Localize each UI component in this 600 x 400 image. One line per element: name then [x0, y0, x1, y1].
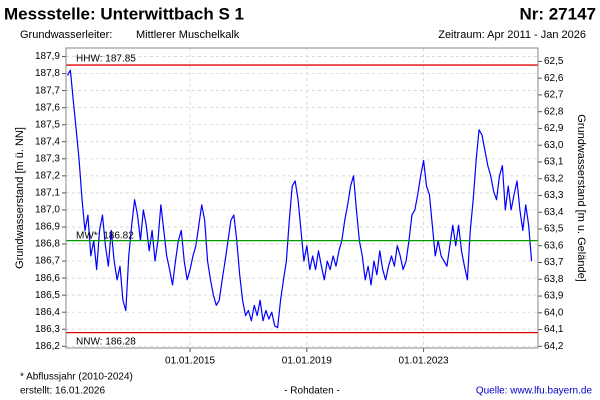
data-line: [66, 69, 533, 329]
y-tick-label: 187,5: [35, 119, 60, 130]
footnote: * Abflussjahr (2010-2024): [20, 372, 133, 383]
y2-tick-label: 62,8: [544, 106, 564, 117]
y2-tick-label: 64,1: [544, 324, 564, 335]
aquifer-label: Grundwasserleiter:: [20, 29, 112, 41]
y-tick-label: 187,1: [35, 188, 60, 199]
y-tick-label: 187,4: [35, 136, 60, 147]
reference-label: NNW: 186.28: [76, 336, 136, 347]
x-tick-label: 01.01.2019: [282, 356, 332, 367]
data-kind: - Rohdaten -: [284, 386, 340, 397]
x-tick-label: 01.01.2023: [399, 356, 449, 367]
station-number: Nr: 27147: [519, 4, 596, 23]
chart-title: Messstelle: Unterwittbach S 1: [4, 4, 244, 23]
y2-tick-label: 64,2: [544, 341, 564, 352]
y2-tick-label: 63,6: [544, 240, 564, 251]
y2-tick-label: 63,7: [544, 257, 564, 268]
y-tick-label: 187,3: [35, 153, 60, 164]
plot-area: [66, 48, 538, 348]
y2-tick-label: 62,7: [544, 90, 564, 101]
y-tick-label: 187,8: [35, 68, 60, 79]
plot-border: [65, 47, 539, 349]
reference-label: MW*: 186.82: [76, 230, 134, 241]
y-tick-label: 187,7: [35, 85, 60, 96]
y2-tick-label: 63,3: [544, 190, 564, 201]
y-axis-label: Grundwasserstand [m ü. NN]: [14, 127, 26, 269]
y2-tick-label: 62,6: [544, 73, 564, 84]
x-tick-label: 01.01.2015: [165, 356, 215, 367]
y-tick-label: 187,6: [35, 102, 60, 113]
y2-tick-label: 63,2: [544, 173, 564, 184]
y-tick-label: 186,6: [35, 273, 60, 284]
y2-tick-label: 64,0: [544, 307, 564, 318]
y2-tick-label: 62,5: [544, 56, 564, 67]
y-tick-label: 186,5: [35, 290, 60, 301]
y-tick-label: 186,7: [35, 256, 60, 267]
y-tick-label: 187,9: [35, 51, 60, 62]
aquifer: Mittlerer Muschelkalk: [136, 29, 240, 41]
y-tick-label: 187,2: [35, 170, 60, 181]
y2-tick-label: 63,8: [544, 274, 564, 285]
y2-tick-label: 63,4: [544, 207, 564, 218]
created-date: erstellt: 16.01.2026: [20, 386, 105, 397]
y-tick-label: 186,3: [35, 324, 60, 335]
y2-tick-label: 63,5: [544, 224, 564, 235]
y2-tick-label: 63,9: [544, 291, 564, 302]
y-tick-label: 186,9: [35, 222, 60, 233]
reference-label: HHW: 187.85: [76, 54, 136, 65]
y-tick-label: 186,8: [35, 239, 60, 250]
y2-tick-label: 63,1: [544, 157, 564, 168]
y2-tick-label: 63,0: [544, 140, 564, 151]
source: Quelle: www.lfu.bayern.de: [476, 386, 593, 397]
y2-axis-label: Grundwasserstand [m u. Gelände]: [575, 114, 587, 282]
y-tick-label: 186,2: [35, 341, 60, 352]
period: Zeitraum: Apr 2011 - Jan 2026: [438, 29, 586, 41]
y-tick-label: 187,0: [35, 205, 60, 216]
y-tick-label: 186,4: [35, 307, 60, 318]
y2-tick-label: 62,9: [544, 123, 564, 134]
